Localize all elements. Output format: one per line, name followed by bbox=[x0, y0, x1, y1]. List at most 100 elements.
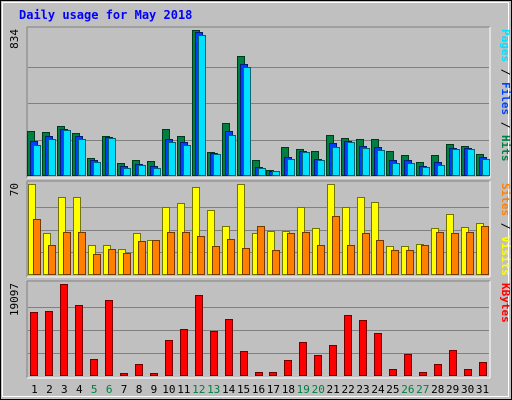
x-tick-label-day-4: 4 bbox=[76, 383, 83, 396]
bar-visits-day-24 bbox=[371, 202, 379, 275]
bar-sites-day-18 bbox=[287, 233, 295, 275]
bar-sites-day-2 bbox=[48, 245, 56, 275]
bar-pages-day-29 bbox=[452, 149, 460, 176]
bar-pages-day-23 bbox=[362, 148, 370, 176]
bar-kbytes-day-3 bbox=[60, 284, 68, 376]
bar-pages-day-31 bbox=[482, 159, 490, 176]
bar-pages-day-7 bbox=[123, 168, 131, 176]
bar-kbytes-day-11 bbox=[180, 329, 188, 376]
bar-pages-day-15 bbox=[243, 67, 251, 176]
chart-panels: 834 Pages / Files / Hits 70 Sites / Visits 1… bbox=[8, 26, 512, 379]
x-tick-label-day-18: 18 bbox=[282, 383, 295, 396]
bar-sites-day-9 bbox=[152, 240, 160, 275]
panel-kbytes-background bbox=[27, 281, 490, 378]
x-tick-label-day-7: 7 bbox=[121, 383, 128, 396]
bar-pages-day-6 bbox=[108, 138, 116, 176]
bar-pages-day-28 bbox=[437, 165, 445, 176]
x-tick-label-day-30: 30 bbox=[461, 383, 474, 396]
x-tick-label-day-10: 10 bbox=[162, 383, 175, 396]
bar-kbytes-day-31 bbox=[479, 362, 487, 376]
panel-visits-ymax-label: 70 bbox=[8, 183, 21, 196]
panel-kbytes: 19097 KBytes bbox=[8, 280, 512, 379]
bar-kbytes-day-29 bbox=[449, 350, 457, 376]
bar-kbytes-day-12 bbox=[195, 295, 203, 376]
bar-visits-day-13 bbox=[207, 210, 215, 275]
x-tick-label-day-1: 1 bbox=[31, 383, 38, 396]
bar-pages-day-17 bbox=[272, 171, 280, 176]
bar-kbytes-day-25 bbox=[389, 369, 397, 376]
panel-kbytes-ymax-label: 19097 bbox=[8, 283, 21, 316]
bar-sites-day-17 bbox=[272, 250, 280, 275]
bar-kbytes-day-14 bbox=[225, 319, 233, 376]
panel-visits: 70 Sites / Visits bbox=[8, 180, 512, 278]
x-tick-label-day-28: 28 bbox=[431, 383, 444, 396]
x-tick-label-day-14: 14 bbox=[222, 383, 236, 396]
bar-sites-day-7 bbox=[123, 253, 131, 275]
outer-bevel bbox=[2, 2, 509, 397]
bar-kbytes-day-23 bbox=[359, 320, 367, 376]
x-tick-labels: 1 2 3 4 5 6 7 8 9 10 11 12 13 14 15 16 17 18 19 20 21 22 23 24 2… bbox=[31, 383, 489, 396]
x-tick-label-day-11: 11 bbox=[177, 383, 190, 396]
bar-kbytes-day-13 bbox=[210, 331, 218, 376]
bar-pages-day-5 bbox=[93, 162, 101, 176]
bar-visits-day-12 bbox=[192, 187, 200, 275]
panel-hits-background bbox=[27, 27, 490, 178]
bar-kbytes-day-27 bbox=[419, 372, 427, 376]
bar-sites-day-19 bbox=[302, 232, 310, 275]
bar-sites-day-28 bbox=[436, 232, 444, 275]
bar-sites-day-29 bbox=[451, 233, 459, 275]
x-tick-label-day-9: 9 bbox=[151, 383, 158, 396]
bar-kbytes-day-7 bbox=[120, 373, 128, 376]
axis-label-part: Pages bbox=[499, 29, 512, 62]
bar-kbytes-day-21 bbox=[329, 345, 337, 376]
bar-sites-day-20 bbox=[317, 245, 325, 275]
axis-label-part: Sites bbox=[499, 183, 512, 216]
x-tick-label-day-12: 12 bbox=[192, 383, 205, 396]
bar-kbytes-day-10 bbox=[165, 340, 173, 376]
bar-kbytes-day-1 bbox=[30, 312, 38, 376]
bar-sites-day-3 bbox=[63, 232, 71, 275]
x-tick-label-day-23: 23 bbox=[356, 383, 369, 396]
bar-pages-day-4 bbox=[78, 139, 86, 176]
bar-pages-day-26 bbox=[407, 163, 415, 176]
bar-pages-day-8 bbox=[138, 165, 146, 176]
bar-visits-day-15 bbox=[237, 184, 245, 275]
x-tick-label-day-31: 31 bbox=[476, 383, 489, 396]
x-tick-label-day-16: 16 bbox=[252, 383, 265, 396]
bar-pages-day-24 bbox=[377, 150, 385, 176]
panel-hits-axis-label: Pages / Files / Hits bbox=[499, 29, 512, 162]
bar-sites-day-23 bbox=[362, 233, 370, 275]
bar-kbytes-day-8 bbox=[135, 364, 143, 376]
x-tick-label-day-27: 27 bbox=[416, 383, 429, 396]
x-tick-label-day-25: 25 bbox=[386, 383, 399, 396]
panel-hits-ymax-label: 834 bbox=[8, 29, 21, 49]
bar-kbytes-day-24 bbox=[374, 333, 382, 376]
bar-kbytes-day-5 bbox=[90, 359, 98, 376]
x-tick-label-day-2: 2 bbox=[46, 383, 53, 396]
bar-sites-day-8 bbox=[138, 241, 146, 275]
bar-pages-day-13 bbox=[213, 154, 221, 176]
bar-pages-day-3 bbox=[63, 130, 71, 176]
panel-hits: 834 Pages / Files / Hits bbox=[8, 26, 512, 179]
bar-pages-day-19 bbox=[302, 152, 310, 176]
x-tick-label-day-3: 3 bbox=[61, 383, 68, 396]
panel-visits-axis-label: Sites / Visits bbox=[499, 183, 512, 276]
bar-kbytes-day-26 bbox=[404, 354, 412, 376]
bar-sites-day-30 bbox=[466, 232, 474, 275]
bar-kbytes-day-17 bbox=[269, 372, 277, 376]
axis-label-part: Hits bbox=[499, 135, 512, 162]
axis-label-part: / bbox=[499, 216, 512, 236]
x-tick-label-day-13: 13 bbox=[207, 383, 220, 396]
x-tick-label-day-17: 17 bbox=[267, 383, 280, 396]
axis-label-part: Visits bbox=[499, 236, 512, 276]
bar-kbytes-day-22 bbox=[344, 315, 352, 376]
bar-pages-day-21 bbox=[332, 147, 340, 176]
bar-kbytes-day-2 bbox=[45, 311, 53, 376]
bar-sites-day-11 bbox=[182, 232, 190, 275]
bar-kbytes-day-19 bbox=[299, 342, 307, 376]
bar-kbytes-day-6 bbox=[105, 300, 113, 376]
bar-sites-day-26 bbox=[406, 250, 414, 275]
bar-sites-day-5 bbox=[93, 254, 101, 275]
x-tick-label-day-19: 19 bbox=[297, 383, 310, 396]
